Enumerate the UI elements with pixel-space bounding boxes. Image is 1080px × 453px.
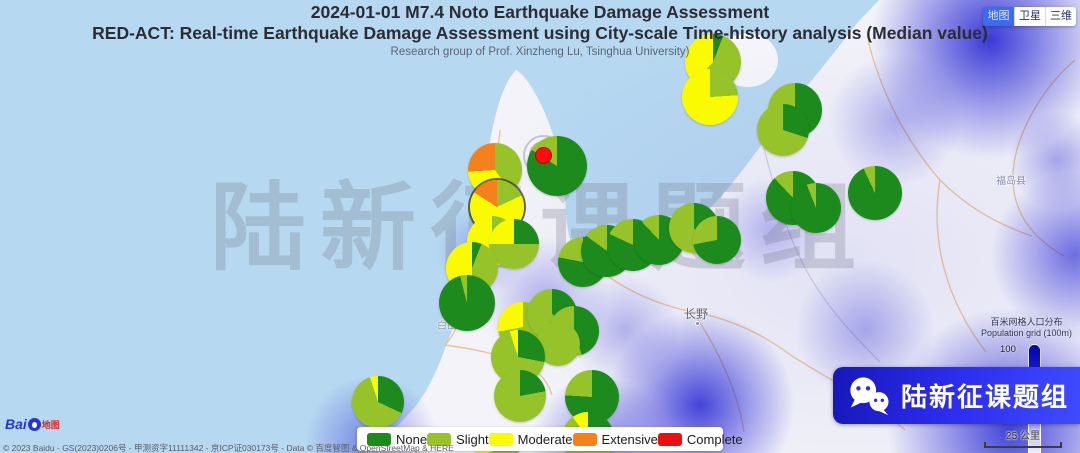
baidu-logo-text: Bai [5, 416, 27, 432]
city-dot [695, 321, 700, 326]
legend-label: Slight [456, 431, 489, 447]
damage-pie[interactable] [527, 136, 587, 196]
map-view-button-地图[interactable]: 地图 [983, 7, 1014, 26]
scale-bar: 25 公里 [984, 427, 1062, 448]
legend-label: Moderate [517, 431, 573, 447]
scale-bar-label: 25 公里 [1006, 431, 1040, 442]
wechat-icon [850, 376, 889, 415]
legend-color-chip [657, 432, 682, 446]
baidu-logo[interactable]: Bai 地图 [5, 416, 60, 432]
damage-pie[interactable] [693, 216, 741, 264]
scale-bar-line [984, 442, 1062, 448]
legend-label: Extensive [601, 431, 658, 447]
legend-color-chip [572, 432, 597, 446]
legend-label: Complete [686, 431, 743, 447]
legend-item: Complete [657, 431, 743, 447]
damage-pie[interactable] [682, 69, 738, 125]
damage-pie[interactable] [352, 376, 404, 428]
map-view-button-卫星[interactable]: 卫星 [1014, 7, 1045, 26]
epicenter-marker[interactable] [535, 147, 552, 164]
damage-pie[interactable] [494, 370, 546, 422]
damage-pie[interactable] [757, 104, 809, 156]
legend-item: Extensive [572, 431, 658, 447]
legend-item: Moderate [488, 431, 573, 447]
baidu-paw-icon [27, 417, 41, 431]
damage-pie[interactable] [791, 183, 841, 233]
wechat-banner-text: 陆新征课题组 [901, 382, 1070, 412]
map-label: 长野 [684, 307, 709, 321]
copyright-line: © 2023 Baidu - GS(2023)0206号 - 甲测资字11111… [3, 443, 454, 453]
damage-pie[interactable] [848, 166, 902, 220]
baidu-logo-map-text: 地图 [41, 419, 60, 430]
population-legend-max: 100 [1000, 344, 1016, 355]
wechat-banner: 陆新征课题组 [833, 367, 1080, 424]
damage-pie[interactable] [439, 275, 495, 331]
map-view-button-三维[interactable]: 三维 [1045, 7, 1076, 26]
map-view-controls: 地图 卫星 三维 [983, 7, 1076, 26]
legend-color-chip [488, 432, 513, 446]
map-label: 福岛县 [996, 176, 1026, 187]
